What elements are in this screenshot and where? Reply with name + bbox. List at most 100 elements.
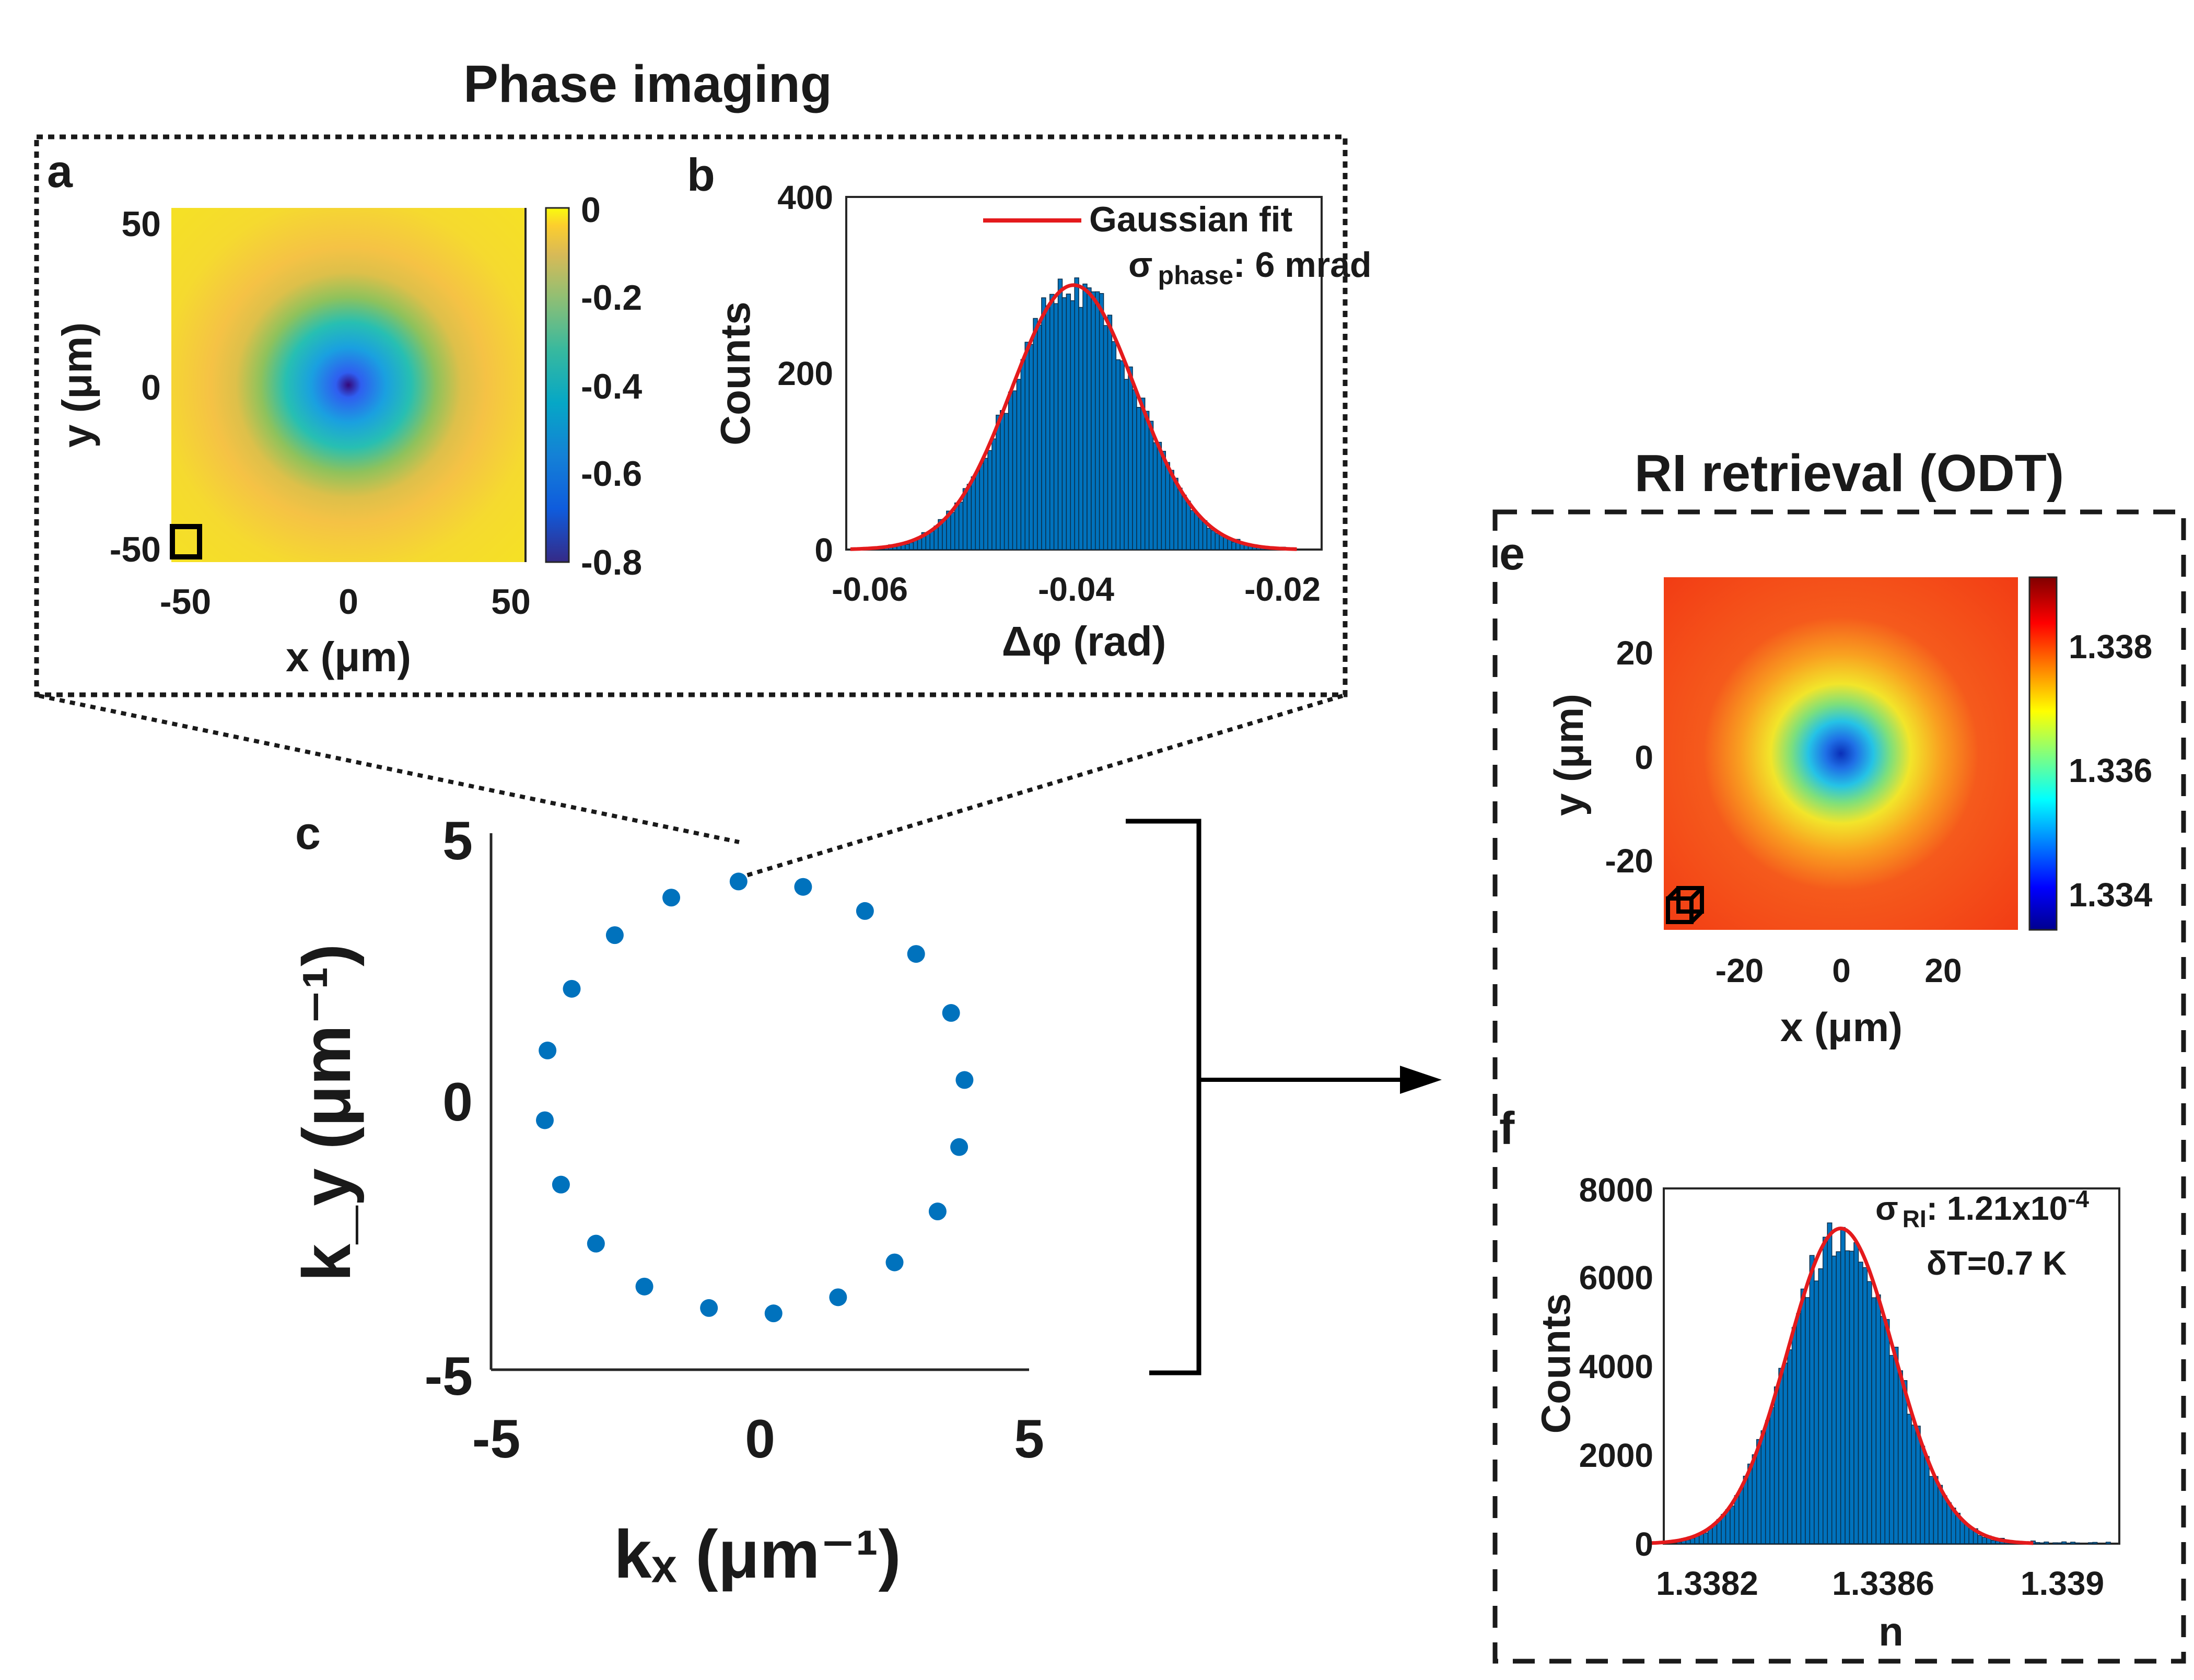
- histogram-bar: [1161, 451, 1166, 550]
- histogram-bar: [966, 484, 972, 550]
- histogram-bar: [1796, 1313, 1802, 1544]
- a-colorbar-tick: -0.6: [581, 454, 642, 494]
- histogram-bar: [983, 458, 988, 550]
- panel-f-label: f: [1499, 1102, 1515, 1154]
- scatter-point: [829, 1288, 847, 1306]
- histogram-bar: [1858, 1262, 1863, 1544]
- histogram-bar: [1818, 1268, 1824, 1544]
- histogram-bar: [1165, 462, 1170, 550]
- b-ylabel: Counts: [712, 301, 758, 446]
- histogram-bar: [1730, 1506, 1735, 1544]
- histogram-bar: [1814, 1280, 1819, 1544]
- f-ylabel: Counts: [1533, 1293, 1579, 1434]
- b-xlabel: Δφ (rad): [1002, 618, 1166, 664]
- e-ytick-label: -20: [1605, 842, 1654, 880]
- f-xtick-label: 1.3382: [1656, 1565, 1758, 1602]
- histogram-bar: [1115, 359, 1121, 550]
- histogram-bar: [1210, 530, 1216, 550]
- histogram-bar: [991, 438, 997, 550]
- histogram-bar: [1061, 297, 1067, 550]
- e-colorbar-tick: 1.338: [2069, 628, 2152, 666]
- histogram-bar: [1070, 300, 1075, 550]
- histogram-bar: [1906, 1414, 1912, 1544]
- histogram-bar: [2035, 1542, 2040, 1544]
- e-ytick-label: 20: [1616, 634, 1653, 672]
- scatter-point: [635, 1277, 653, 1296]
- a-colorbar: [545, 207, 570, 563]
- histogram-bar: [1769, 1407, 1775, 1544]
- e-xlabel: x (μm): [1780, 1004, 1903, 1050]
- a-colorbar-tick: -0.2: [581, 278, 642, 318]
- histogram-bar: [1057, 278, 1063, 550]
- b-histogram-bars: [871, 277, 1286, 550]
- histogram-bar: [1893, 1347, 1899, 1544]
- histogram-bar: [1186, 500, 1191, 550]
- c-xlabel: kₓ (μm⁻¹): [614, 1516, 901, 1592]
- panel-c-label: c: [295, 807, 321, 859]
- scatter-point: [885, 1253, 904, 1271]
- b-xtick-label: -0.02: [1244, 570, 1321, 608]
- histogram-bar: [1853, 1242, 1859, 1544]
- histogram-bar: [2039, 1542, 2045, 1544]
- arrow-head: [1400, 1066, 1442, 1094]
- histogram-bar: [1866, 1281, 1872, 1544]
- histogram-bar: [2105, 1542, 2111, 1544]
- histogram-bar: [1805, 1297, 1811, 1544]
- histogram-bar: [1959, 1520, 1965, 1544]
- histogram-bar: [1066, 294, 1071, 550]
- histogram-bar: [1111, 341, 1117, 550]
- histogram-bar: [1981, 1537, 1987, 1544]
- f-xlabel: n: [1878, 1608, 1904, 1654]
- f-dT-annotation: δT=0.7 K: [1927, 1244, 2067, 1282]
- histogram-bar: [1778, 1368, 1784, 1544]
- cube-marker: [1666, 886, 1704, 924]
- histogram-bar: [908, 542, 914, 550]
- histogram-bar: [1809, 1255, 1815, 1544]
- histogram-bar: [1791, 1327, 1797, 1544]
- scatter-point: [662, 889, 681, 907]
- histogram-bar: [1128, 366, 1133, 550]
- a-colorbar-tick: 0: [581, 190, 601, 230]
- zoom-line-left: [39, 694, 740, 844]
- f-ytick-label: 4000: [1579, 1348, 1653, 1385]
- histogram-bar: [1942, 1495, 1947, 1544]
- f-ytick-label: 8000: [1579, 1171, 1653, 1209]
- histogram-bar: [1107, 314, 1113, 550]
- f-ytick-label: 6000: [1579, 1259, 1653, 1297]
- histogram-bar: [1734, 1495, 1740, 1544]
- scatter-point: [794, 878, 812, 896]
- histogram-bar: [979, 462, 984, 550]
- histogram-bar: [1915, 1426, 1921, 1544]
- e-colorbar-tick: 1.336: [2069, 752, 2152, 789]
- histogram-bar: [1169, 470, 1174, 550]
- histogram-bar: [971, 476, 976, 550]
- histogram-bar: [1173, 477, 1178, 550]
- histogram-bar: [1725, 1509, 1731, 1544]
- a-xtick-label: 0: [339, 582, 358, 622]
- histogram-bar: [1206, 528, 1212, 550]
- histogram-bar: [1037, 324, 1042, 550]
- histogram-bar: [2061, 1541, 2067, 1544]
- scatter-point: [539, 1041, 557, 1059]
- histogram-bar: [1738, 1488, 1744, 1544]
- histogram-bar: [1849, 1251, 1854, 1544]
- histogram-bar: [1831, 1255, 1837, 1544]
- b-ytick-label: 0: [814, 531, 833, 569]
- c-xtick-label: -5: [472, 1409, 520, 1469]
- histogram-bar: [1124, 379, 1129, 550]
- ri-section-frame: [1492, 509, 2186, 1664]
- a-xlabel: x (μm): [286, 634, 411, 680]
- histogram-bar: [1862, 1267, 1868, 1544]
- panel-a: a 50 0 -50 -50 0 50 x (μm) y (μm) 0 -0.2…: [47, 145, 642, 680]
- histogram-bar: [1182, 495, 1187, 550]
- c-ytick-label: -5: [425, 1346, 473, 1407]
- scatter-point: [955, 1071, 974, 1089]
- histogram-bar: [1144, 411, 1150, 550]
- histogram-bar: [1148, 421, 1154, 550]
- b-legend-label: Gaussian fit: [1089, 200, 1292, 239]
- phase-section-frame: [34, 134, 1348, 697]
- histogram-bar: [1190, 510, 1195, 550]
- histogram-bar: [1884, 1319, 1890, 1544]
- histogram-bar: [1990, 1539, 1996, 1544]
